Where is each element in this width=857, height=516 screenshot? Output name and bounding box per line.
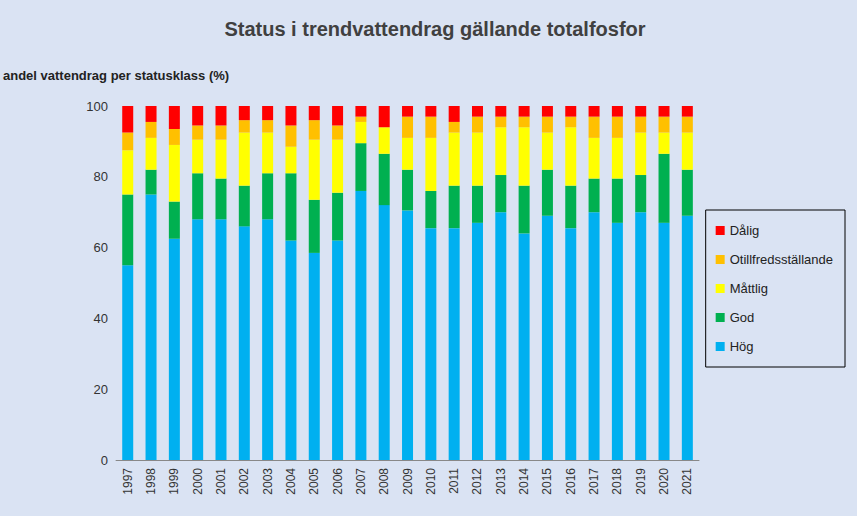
svg-text:60: 60 [94, 240, 108, 255]
svg-text:2017: 2017 [587, 468, 601, 495]
svg-text:2015: 2015 [540, 468, 554, 495]
svg-text:2006: 2006 [331, 468, 345, 495]
svg-text:40: 40 [94, 311, 108, 326]
svg-text:2011: 2011 [447, 468, 461, 494]
svg-text:80: 80 [94, 169, 108, 184]
svg-text:2004: 2004 [284, 468, 298, 495]
svg-text:2018: 2018 [610, 468, 624, 495]
svg-text:Status i trendvattendrag gälla: Status i trendvattendrag gällande totalf… [224, 18, 645, 40]
svg-text:Otillfredsställande: Otillfredsställande [730, 252, 833, 267]
svg-text:2016: 2016 [564, 468, 578, 495]
svg-text:2013: 2013 [494, 468, 508, 495]
svg-text:2005: 2005 [307, 468, 321, 495]
svg-text:2021: 2021 [680, 468, 694, 495]
svg-text:1998: 1998 [144, 468, 158, 495]
svg-text:100: 100 [86, 99, 108, 114]
svg-text:2012: 2012 [470, 468, 484, 495]
svg-text:God: God [730, 310, 755, 325]
svg-text:1997: 1997 [121, 468, 135, 495]
svg-text:2001: 2001 [214, 468, 228, 495]
svg-text:2002: 2002 [237, 468, 251, 495]
svg-text:20: 20 [94, 382, 108, 397]
svg-text:2014: 2014 [517, 468, 531, 495]
svg-text:2007: 2007 [354, 468, 368, 495]
svg-text:2020: 2020 [657, 468, 671, 495]
svg-text:Måttlig: Måttlig [730, 281, 768, 296]
svg-text:andel vattendrag per statuskla: andel vattendrag per statusklass (%) [3, 68, 229, 83]
svg-text:2010: 2010 [424, 468, 438, 495]
svg-text:2000: 2000 [191, 468, 205, 495]
svg-text:2009: 2009 [401, 468, 415, 495]
svg-text:1999: 1999 [167, 468, 181, 495]
svg-text:2008: 2008 [377, 468, 391, 495]
svg-text:Dålig: Dålig [730, 223, 760, 238]
svg-text:2019: 2019 [634, 468, 648, 495]
svg-text:2003: 2003 [261, 468, 275, 495]
svg-text:Hög: Hög [730, 339, 754, 354]
svg-text:0: 0 [101, 453, 108, 468]
